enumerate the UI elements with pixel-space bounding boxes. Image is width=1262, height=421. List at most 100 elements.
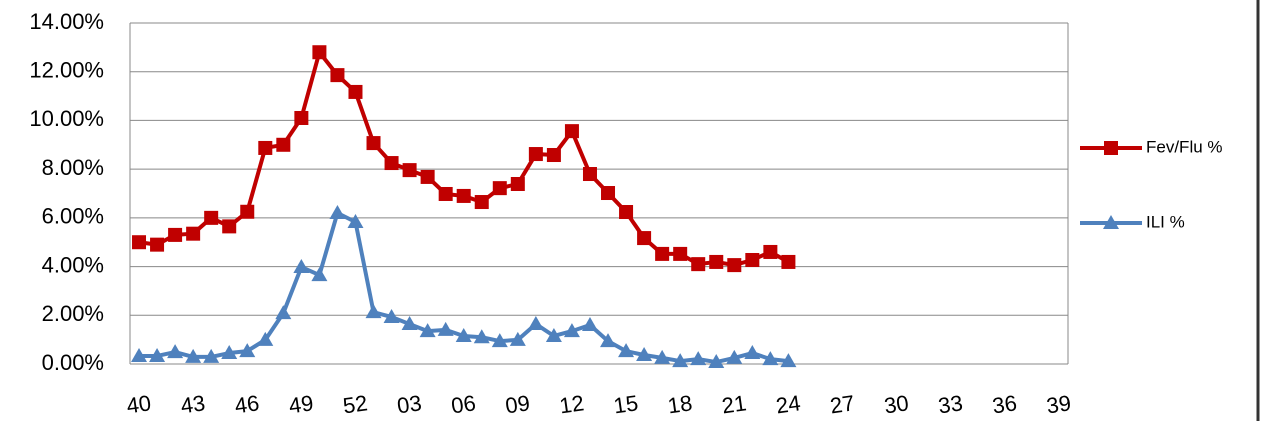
x-tick-label: 21 — [720, 390, 748, 418]
data-point — [528, 147, 543, 162]
data-point — [348, 84, 363, 99]
series-line — [138, 50, 790, 268]
data-point — [492, 181, 507, 196]
data-point — [672, 353, 689, 368]
data-point — [150, 237, 165, 252]
data-point — [527, 316, 544, 331]
data-point — [600, 333, 617, 348]
data-point — [222, 219, 237, 234]
legend-label: Fev/Flu % — [1146, 137, 1223, 156]
data-point — [763, 244, 778, 259]
x-tick-label: 40 — [125, 390, 153, 418]
data-point — [402, 163, 417, 178]
data-point — [563, 323, 580, 338]
data-point — [709, 254, 724, 269]
data-point — [239, 343, 256, 358]
data-point — [438, 186, 453, 201]
x-tick-label: 15 — [612, 390, 640, 418]
data-point — [708, 354, 725, 369]
data-point — [618, 343, 635, 358]
x-tick-label: 46 — [233, 390, 261, 418]
data-point — [420, 169, 435, 184]
data-point — [204, 210, 219, 225]
data-point — [781, 254, 796, 269]
x-tick-label: 03 — [395, 390, 423, 418]
x-tick-label: 18 — [666, 390, 694, 418]
data-point — [673, 246, 688, 261]
x-tick-label: 33 — [937, 390, 965, 418]
data-point — [690, 351, 707, 366]
data-point — [312, 45, 327, 60]
data-point — [347, 213, 364, 228]
x-tick-label: 09 — [504, 390, 532, 418]
data-point — [168, 227, 183, 242]
x-tick-label: 24 — [774, 390, 802, 418]
legend-marker — [1103, 215, 1119, 229]
data-point — [581, 317, 598, 332]
y-tick-label: 14.00% — [29, 9, 104, 34]
y-tick-label: 8.00% — [42, 155, 104, 180]
x-tick-label: 43 — [179, 390, 207, 418]
data-point — [366, 136, 381, 151]
data-point — [185, 348, 202, 363]
x-tick-label: 49 — [287, 390, 315, 418]
data-point — [437, 321, 454, 336]
data-point — [329, 204, 346, 219]
data-point — [167, 344, 184, 359]
y-tick-label: 10.00% — [29, 106, 104, 131]
data-point — [654, 349, 671, 364]
data-point — [780, 353, 797, 368]
data-point — [582, 167, 597, 182]
x-tick-label: 06 — [450, 390, 478, 418]
data-point — [275, 305, 292, 320]
x-tick-label: 30 — [883, 390, 911, 418]
data-point — [636, 346, 653, 361]
data-point — [132, 235, 147, 250]
data-point — [510, 177, 525, 192]
data-point — [293, 259, 310, 274]
data-point — [311, 267, 328, 282]
data-point — [384, 156, 399, 171]
data-point — [419, 323, 436, 338]
data-point — [365, 304, 382, 319]
data-point — [383, 308, 400, 323]
data-point — [564, 124, 579, 139]
data-point — [691, 257, 706, 272]
x-tick-label: 12 — [558, 390, 586, 418]
data-point — [474, 195, 489, 210]
x-tick-label: 27 — [828, 390, 856, 418]
data-point — [745, 252, 760, 267]
data-point — [186, 226, 201, 241]
data-point — [619, 205, 634, 220]
legend-label: ILI % — [1146, 212, 1185, 231]
data-point — [221, 345, 238, 360]
data-point — [456, 188, 471, 203]
y-tick-label: 4.00% — [42, 252, 104, 277]
data-point — [203, 348, 220, 363]
data-point — [744, 345, 761, 360]
x-tick-label: 52 — [341, 390, 369, 418]
data-point — [491, 333, 508, 348]
data-point — [727, 258, 742, 273]
y-tick-label: 6.00% — [42, 204, 104, 229]
data-point — [545, 327, 562, 342]
data-point — [257, 331, 274, 346]
data-point — [473, 329, 490, 344]
data-point — [294, 110, 309, 125]
data-point — [131, 347, 148, 362]
y-tick-label: 2.00% — [42, 301, 104, 326]
y-tick-label: 0.00% — [42, 350, 104, 375]
data-point — [655, 246, 670, 261]
x-tick-label: 36 — [991, 390, 1019, 418]
data-point — [509, 331, 526, 346]
x-tick-label: 39 — [1045, 390, 1073, 418]
data-point — [601, 186, 616, 201]
data-point — [726, 349, 743, 364]
data-point — [240, 204, 255, 219]
data-point — [149, 347, 166, 362]
y-tick-label: 12.00% — [29, 58, 104, 83]
data-point — [546, 148, 561, 163]
data-point — [637, 231, 652, 246]
legend-marker — [1104, 141, 1118, 155]
